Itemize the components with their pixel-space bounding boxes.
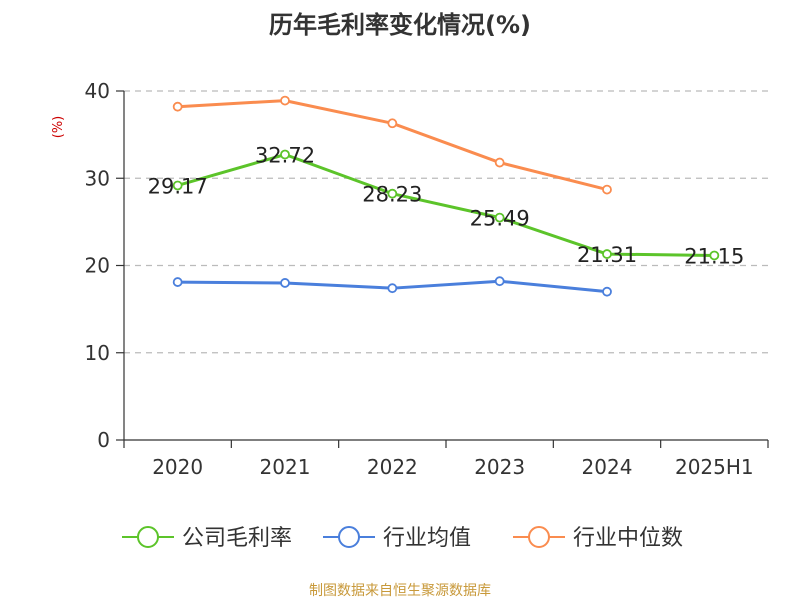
- data-label: 28.23: [362, 183, 422, 207]
- data-point: [387, 188, 398, 199]
- data-point: [602, 184, 612, 195]
- data-label: 25.49: [470, 207, 530, 231]
- legend-label: 行业中位数: [573, 526, 683, 551]
- y-tick-label: 10: [85, 341, 110, 365]
- grid-lines: [124, 90, 768, 354]
- y-axis-label: (%): [51, 116, 66, 139]
- chart-title: 历年毛利率变化情况(%): [269, 11, 531, 39]
- data-point: [709, 250, 720, 261]
- data-point: [602, 286, 612, 297]
- data-point: [602, 249, 612, 259]
- axes: 0 10 20 30 40 2020 2021 2022 2023 2024 2025H1: [85, 79, 769, 479]
- data-point: [280, 149, 290, 160]
- legend-marker: [338, 526, 360, 548]
- data-point: [172, 101, 183, 112]
- data-point: [387, 118, 398, 129]
- data-point: [172, 277, 183, 287]
- x-tick-label: 2025H1: [675, 455, 754, 479]
- legend-marker: [528, 526, 550, 548]
- data-labels: 29.17 32.72 28.23 25.49 21.31 21.15: [148, 144, 745, 269]
- source-note: 制图数据来自恒生聚源数据库: [309, 583, 491, 599]
- series-layer: [172, 95, 720, 297]
- data-point: [280, 95, 290, 106]
- x-tick-label: 2020: [152, 455, 203, 479]
- legend-label: 公司毛利率: [182, 526, 292, 551]
- data-point: [387, 283, 398, 294]
- legend-marker: [137, 526, 159, 548]
- legend-label: 行业均值: [383, 526, 471, 551]
- data-point: [494, 157, 505, 168]
- data-label: 32.72: [255, 144, 315, 168]
- y-tick-label: 30: [85, 166, 110, 190]
- data-label: 21.31: [577, 243, 637, 267]
- legend: 公司毛利率 行业均值 行业中位数: [122, 526, 683, 551]
- data-point: [280, 278, 290, 288]
- x-tick-label: 2023: [474, 455, 525, 479]
- data-point: [494, 212, 505, 223]
- data-label: 29.17: [148, 174, 208, 198]
- y-tick-label: 20: [85, 254, 110, 278]
- y-tick-label: 40: [85, 79, 110, 103]
- data-point: [172, 180, 183, 191]
- series-line: [177, 153, 715, 257]
- x-tick-label: 2022: [367, 455, 418, 479]
- y-tick-label: 0: [97, 428, 110, 452]
- series-line: [177, 99, 608, 192]
- x-tick-label: 2024: [582, 455, 633, 479]
- data-point: [494, 276, 505, 287]
- data-label: 21.15: [684, 244, 744, 268]
- x-tick-label: 2021: [260, 455, 311, 479]
